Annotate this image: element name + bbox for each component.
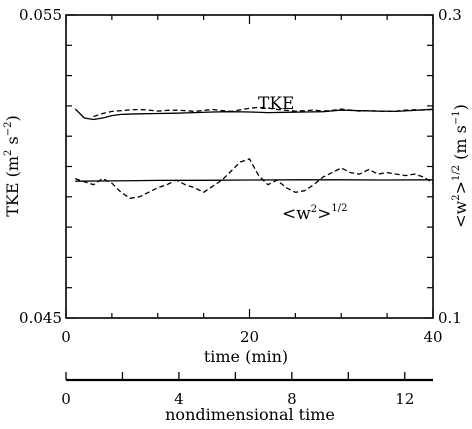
- nondim-tick-label: 12: [395, 390, 414, 408]
- nondim-axis: 0 4 8 12: [61, 372, 414, 408]
- plot-frame: [65, 14, 434, 319]
- y-right-tick-label: 0.1: [438, 309, 462, 327]
- y-left-axis-label: TKE (m2 s−2): [3, 115, 22, 216]
- y-left-tick-label: 0.055: [19, 6, 62, 24]
- x-tick-label: 0: [61, 328, 71, 346]
- x-axis-label: time (min): [204, 347, 288, 366]
- nondim-tick-label: 8: [287, 390, 297, 408]
- tke-annotation: TKE: [258, 94, 294, 114]
- y-right-axis-label: <w2>1/2 (m s−1): [451, 104, 470, 228]
- series-line-3: [75, 179, 434, 182]
- series-line-1: [74, 108, 434, 121]
- x-tick-label: 20: [240, 328, 259, 346]
- nondim-tick-label: 4: [174, 390, 184, 408]
- nondim-axis-label: nondimensional time: [165, 405, 335, 424]
- series-line-4: [74, 158, 434, 199]
- y-right-tick-label: 0.3: [438, 6, 462, 24]
- nondim-tick-label: 0: [61, 390, 71, 408]
- y-left-tick-label: 0.045: [19, 309, 62, 327]
- series-line-2: [93, 106, 434, 118]
- w-annotation: <w2>1/2: [282, 203, 348, 224]
- series-layer: [74, 106, 434, 199]
- x-tick-label: 40: [423, 328, 442, 346]
- tick-labels: 0 20 40 0.045 0.055 0.1 0.3: [19, 6, 462, 346]
- tick-marks: [65, 14, 434, 319]
